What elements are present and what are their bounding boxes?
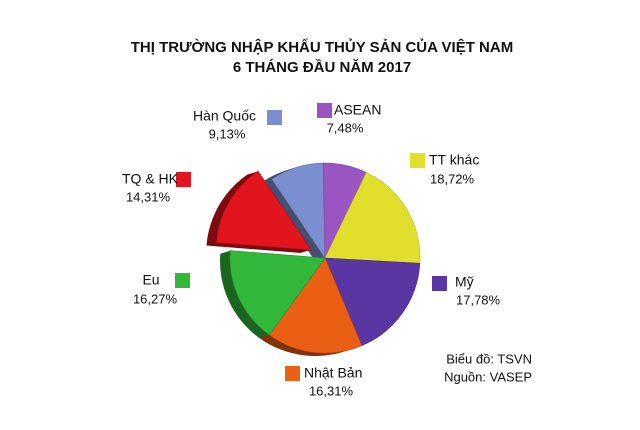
value-label: 18,72%: [430, 171, 475, 186]
slice-label: TQ & HK: [122, 171, 179, 187]
legend-swatch: [267, 110, 282, 125]
legend-swatch: [432, 276, 447, 291]
legend-swatch: [317, 103, 332, 118]
note: Biểu đồ: TSVN: [446, 351, 532, 366]
legend-swatch: [285, 366, 300, 381]
slice-label: Nhật Bản: [304, 365, 362, 381]
legend-swatch: [176, 172, 191, 187]
legend-swatch: [410, 153, 425, 168]
slice-label: Hàn Quốc: [193, 108, 256, 124]
value-label: 9,13%: [209, 126, 246, 141]
value-label: 7,48%: [327, 120, 364, 135]
chart-title: THỊ TRƯỜNG NHẬP KHẨU THỦY SẢN CỦA VIỆT N…: [131, 38, 513, 56]
slice-label: ASEAN: [334, 102, 381, 118]
slice: [324, 172, 421, 264]
legend-swatch: [175, 273, 190, 288]
slice-label: TT khác: [429, 152, 479, 168]
slice-label: Eu: [142, 272, 159, 288]
slice-label: Mỹ: [455, 274, 474, 290]
value-label: 16,27%: [133, 291, 178, 306]
value-label: 14,31%: [126, 189, 171, 204]
slice: [216, 170, 312, 251]
slice: [324, 257, 421, 346]
slice: [229, 250, 326, 336]
slice: [268, 257, 363, 354]
value-label: 16,31%: [309, 383, 354, 398]
value-label: 17,78%: [456, 292, 501, 307]
note: Nguồn: VASEP: [444, 369, 532, 384]
chart-subtitle: 6 THÁNG ĐẦU NĂM 2017: [233, 59, 411, 76]
